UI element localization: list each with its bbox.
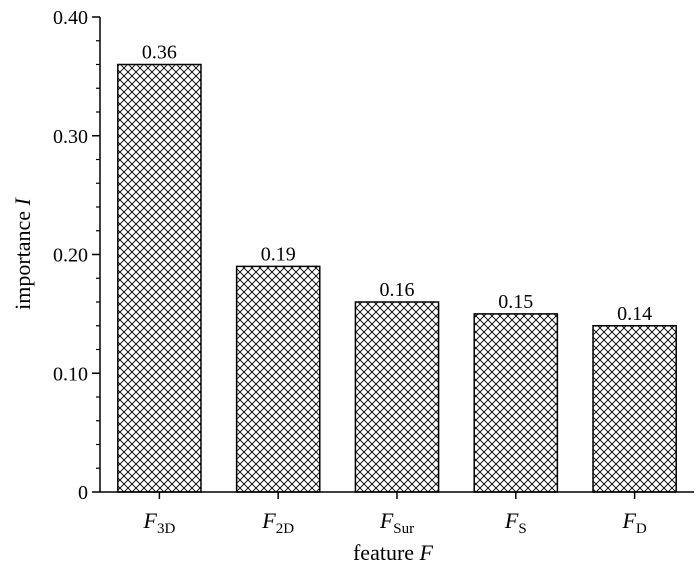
y-axis-title-text: importance — [10, 205, 35, 309]
category-label-main-1: F — [261, 508, 276, 533]
category-label-2: FSur — [379, 508, 414, 537]
y-axis-title: importance I — [10, 196, 35, 309]
data-label-1: 0.19 — [261, 243, 296, 265]
category-label-main-2: F — [379, 508, 394, 533]
y-tick-label-4: 0.40 — [53, 7, 88, 29]
bar-1 — [235, 265, 321, 493]
category-label-main-3: F — [504, 508, 519, 533]
y-tick-label-0: 0 — [78, 482, 88, 504]
y-tick-label-3: 0.30 — [53, 126, 88, 148]
category-label-3: FS — [504, 508, 527, 537]
data-label-0: 0.36 — [142, 42, 177, 64]
bars-layer — [117, 63, 677, 493]
x-axis-title: feature F — [353, 540, 434, 565]
bar-4 — [592, 325, 677, 493]
category-label-sub-3: S — [518, 521, 526, 537]
axes-layer — [92, 16, 694, 499]
labels-layer: 0.36F3D0.19F2D0.16FSur0.15FS0.14FD00.100… — [10, 7, 652, 565]
category-label-0: F3D — [143, 508, 176, 537]
y-tick-label-1: 0.10 — [53, 363, 88, 385]
category-label-sub-1: 2D — [276, 521, 295, 537]
bar-2 — [354, 301, 440, 493]
x-axis-title-text: feature — [353, 540, 420, 565]
data-label-4: 0.14 — [617, 303, 652, 325]
category-label-1: F2D — [261, 508, 294, 537]
y-axis-title-var: I — [10, 196, 35, 206]
category-label-sub-2: Sur — [393, 521, 414, 537]
category-label-main-0: F — [143, 508, 158, 533]
bar-3 — [473, 313, 559, 493]
category-label-sub-0: 3D — [157, 521, 176, 537]
y-tick-label-2: 0.20 — [53, 245, 88, 267]
bar-0 — [117, 63, 202, 493]
data-label-3: 0.15 — [498, 291, 533, 313]
category-label-sub-4: D — [636, 521, 647, 537]
x-axis-title-var: F — [419, 540, 434, 565]
data-label-2: 0.16 — [380, 279, 415, 301]
category-label-4: FD — [621, 508, 646, 537]
category-label-main-4: F — [621, 508, 636, 533]
